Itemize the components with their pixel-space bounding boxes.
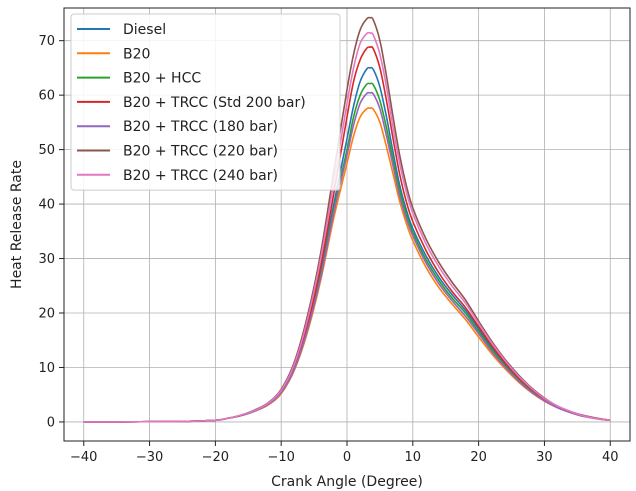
- axis-ticks: −40 −30 −20 −10 0 10 20 30 40 0 10 20 30 40 50 60 70: [38, 34, 618, 465]
- x-tick-label: 30: [536, 450, 553, 465]
- y-tick-label: 50: [38, 143, 55, 158]
- y-tick-label: 0: [47, 415, 55, 430]
- x-tick-label: −30: [136, 450, 163, 465]
- y-tick-label: 60: [38, 89, 55, 104]
- x-axis-label: Crank Angle (Degree): [271, 474, 423, 490]
- x-tick-label: −10: [267, 450, 294, 465]
- y-tick-label: 40: [38, 198, 55, 213]
- y-tick-label: 30: [38, 252, 55, 267]
- legend-label: B20 + HCC: [123, 71, 201, 87]
- legend-label: Diesel: [123, 22, 166, 38]
- x-tick-label: 10: [405, 450, 422, 465]
- x-tick-label: −20: [202, 450, 229, 465]
- legend-label: B20: [123, 46, 150, 62]
- series-lines: [83, 16, 611, 423]
- legend-label: B20 + TRCC (Std 200 bar): [123, 95, 306, 111]
- x-tick-label: 20: [470, 450, 487, 465]
- x-tick-label: 40: [602, 450, 619, 465]
- legend-label: B20 + TRCC (180 bar): [123, 119, 278, 135]
- legend-box: [70, 13, 341, 191]
- x-tick-label: 0: [343, 450, 351, 465]
- y-tick-label: 70: [38, 34, 55, 49]
- y-tick-label: 20: [38, 307, 55, 322]
- y-tick-label: 10: [38, 361, 55, 376]
- legend-label: B20 + TRCC (240 bar): [123, 168, 278, 184]
- y-axis-label: Heat Release Rate: [9, 160, 25, 289]
- series-line-b20-trcc-240-bar: [83, 31, 611, 423]
- legend-label: B20 + TRCC (220 bar): [123, 144, 278, 160]
- legend: Diesel B20 B20 + HCC B20 + TRCC (Std 200 ba…: [70, 13, 341, 191]
- x-tick-label: −40: [70, 450, 97, 465]
